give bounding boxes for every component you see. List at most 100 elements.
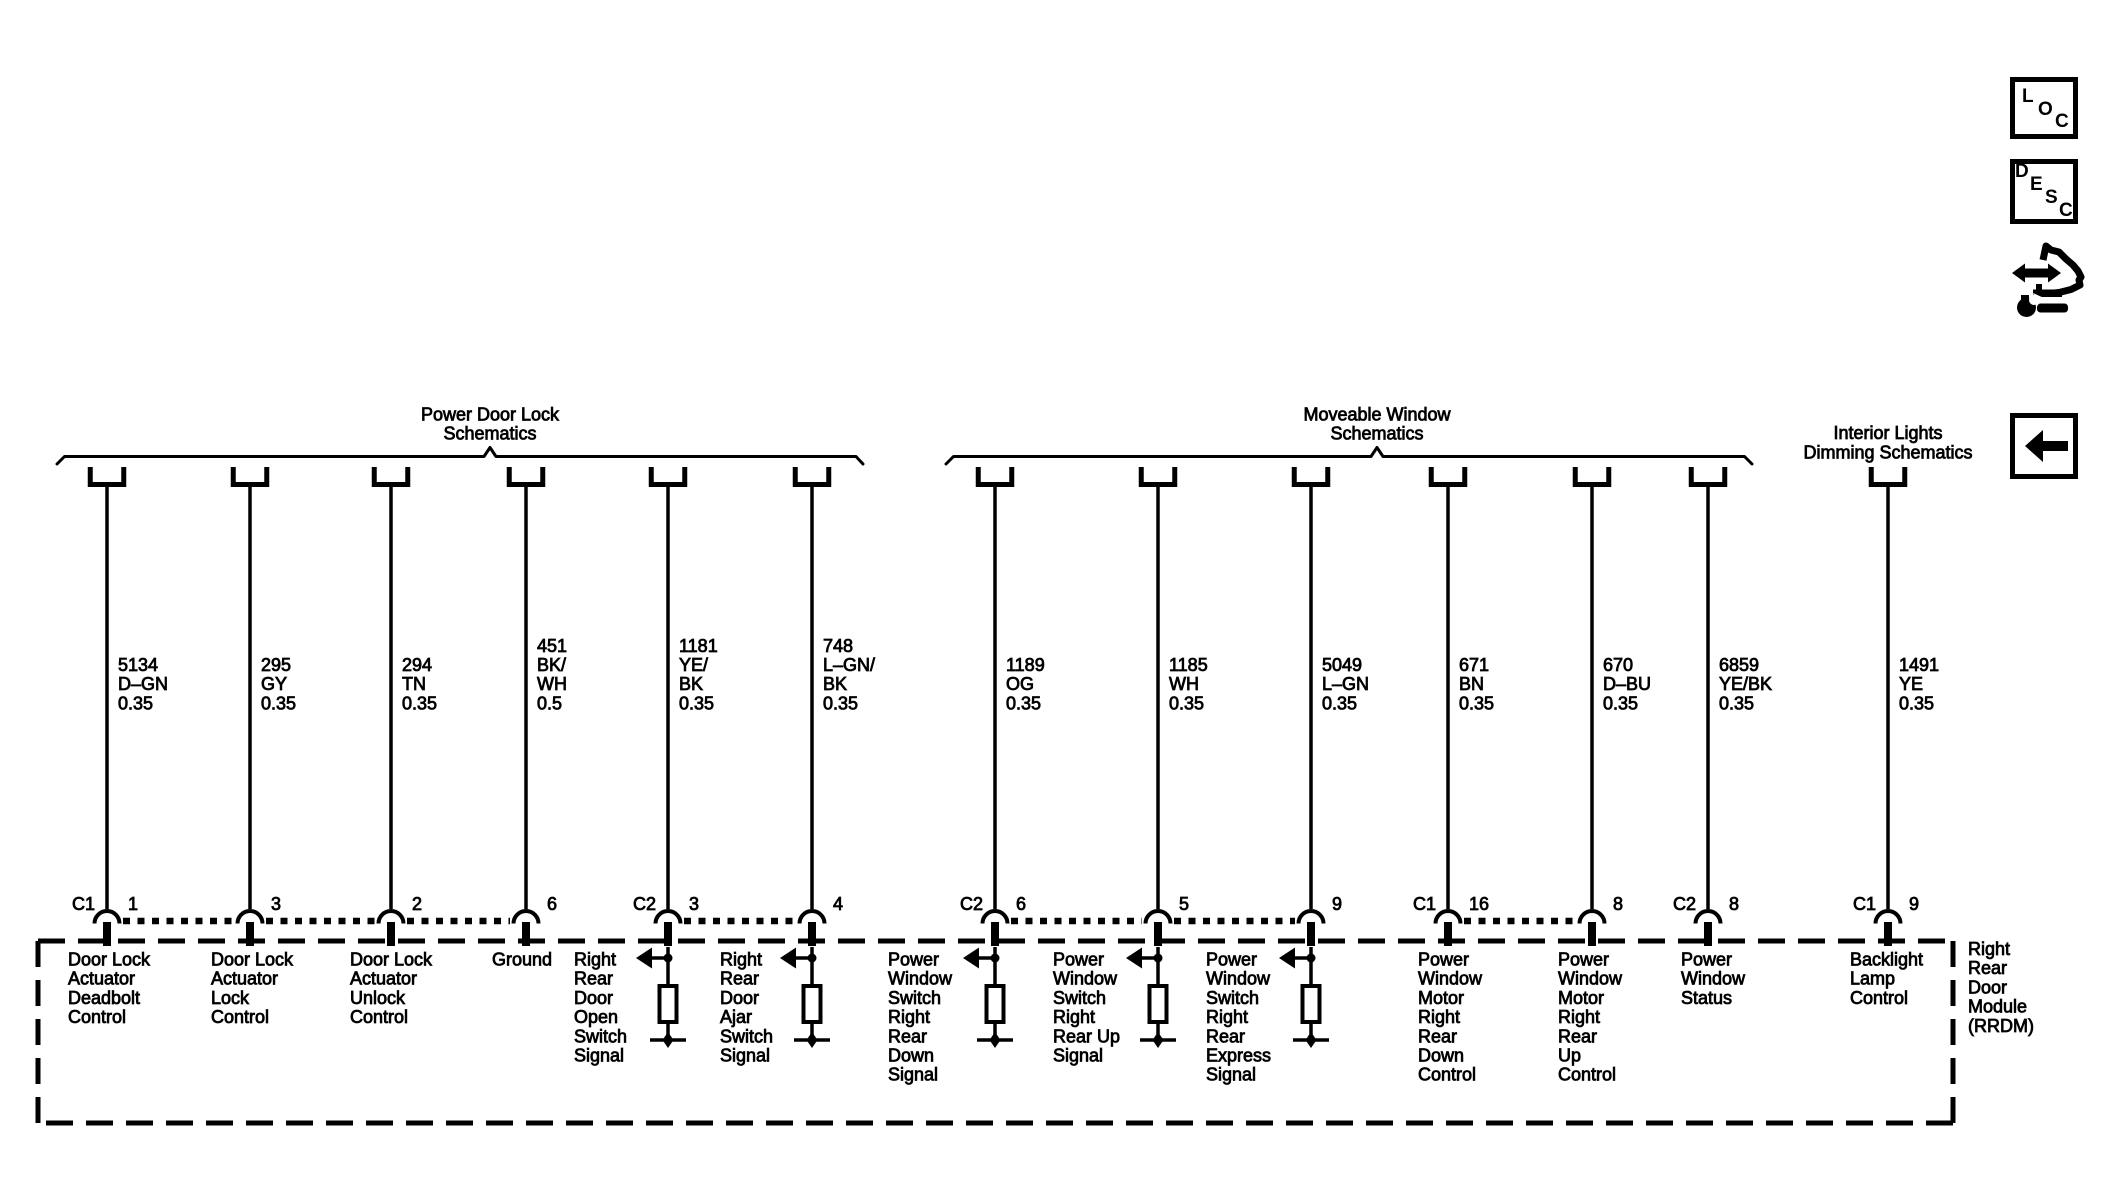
svg-text:294: 294 — [402, 655, 432, 675]
svg-text:Power: Power — [1418, 950, 1469, 970]
svg-text:0.35: 0.35 — [1603, 693, 1638, 713]
svg-text:E: E — [2030, 174, 2043, 195]
svg-text:Dimming Schematics: Dimming Schematics — [1803, 442, 1972, 462]
svg-text:Rear: Rear — [1968, 958, 2007, 978]
svg-text:1: 1 — [128, 894, 138, 914]
svg-text:C2: C2 — [633, 894, 656, 914]
svg-text:0.35: 0.35 — [1322, 693, 1357, 713]
svg-text:Rear: Rear — [1558, 1026, 1597, 1046]
svg-text:WH: WH — [537, 674, 567, 694]
svg-text:1181: 1181 — [679, 636, 718, 656]
svg-text:Rear: Rear — [1206, 1026, 1245, 1046]
svg-text:1185: 1185 — [1169, 655, 1208, 675]
svg-text:C2: C2 — [1673, 894, 1696, 914]
svg-text:Power: Power — [1206, 950, 1257, 970]
svg-text:Window: Window — [1053, 969, 1118, 989]
svg-text:C2: C2 — [960, 894, 983, 914]
svg-text:Control: Control — [68, 1007, 126, 1027]
svg-text:Right: Right — [720, 950, 762, 970]
svg-text:S: S — [2045, 187, 2058, 208]
svg-text:Door Lock: Door Lock — [211, 950, 294, 970]
svg-text:6: 6 — [1016, 894, 1026, 914]
svg-text:Control: Control — [1850, 988, 1908, 1008]
svg-text:Lock: Lock — [211, 988, 250, 1008]
svg-text:0.35: 0.35 — [823, 693, 858, 713]
svg-text:Right: Right — [1418, 1007, 1460, 1027]
svg-text:5: 5 — [1179, 894, 1189, 914]
svg-text:TN: TN — [402, 674, 426, 694]
svg-text:295: 295 — [261, 655, 291, 675]
svg-text:Backlight: Backlight — [1850, 950, 1923, 970]
svg-text:Moveable Window: Moveable Window — [1303, 405, 1451, 425]
svg-text:BK: BK — [823, 674, 847, 694]
svg-text:Right: Right — [1053, 1007, 1095, 1027]
svg-text:Rear: Rear — [1418, 1026, 1457, 1046]
svg-text:Door Lock: Door Lock — [350, 950, 433, 970]
svg-text:3: 3 — [689, 894, 699, 914]
svg-text:Control: Control — [1558, 1065, 1616, 1085]
svg-text:Control: Control — [350, 1007, 408, 1027]
svg-text:748: 748 — [823, 636, 853, 656]
svg-text:Rear: Rear — [720, 969, 759, 989]
svg-text:D–BU: D–BU — [1603, 674, 1651, 694]
svg-text:(RRDM): (RRDM) — [1968, 1016, 2034, 1036]
svg-text:1491: 1491 — [1899, 655, 1939, 675]
svg-text:YE/BK: YE/BK — [1719, 674, 1772, 694]
svg-text:Schematics: Schematics — [443, 424, 536, 444]
svg-text:Signal: Signal — [1053, 1046, 1103, 1066]
svg-text:0.35: 0.35 — [1459, 693, 1494, 713]
svg-text:Ajar: Ajar — [720, 1007, 752, 1027]
svg-text:Signal: Signal — [1206, 1065, 1256, 1085]
svg-text:OG: OG — [1006, 674, 1034, 694]
svg-text:Window: Window — [1558, 969, 1623, 989]
svg-text:YE/: YE/ — [679, 655, 708, 675]
svg-text:Door: Door — [574, 988, 613, 1008]
svg-text:C1: C1 — [1413, 894, 1436, 914]
svg-text:L–GN/: L–GN/ — [823, 655, 875, 675]
svg-text:BN: BN — [1459, 674, 1484, 694]
svg-text:Door: Door — [720, 988, 759, 1008]
svg-text:Power: Power — [1053, 950, 1104, 970]
svg-text:Switch: Switch — [1053, 988, 1106, 1008]
svg-text:L: L — [2022, 86, 2034, 107]
svg-text:3: 3 — [271, 894, 281, 914]
svg-text:C: C — [2059, 200, 2073, 221]
svg-text:Door Lock: Door Lock — [68, 950, 151, 970]
svg-text:O: O — [2038, 99, 2053, 120]
svg-text:Power: Power — [888, 950, 939, 970]
svg-text:Down: Down — [1418, 1046, 1464, 1066]
svg-text:C: C — [2055, 111, 2069, 132]
svg-text:D–GN: D–GN — [118, 674, 168, 694]
svg-text:16: 16 — [1469, 894, 1489, 914]
svg-text:0.35: 0.35 — [1899, 693, 1934, 713]
svg-text:0.5: 0.5 — [537, 693, 562, 713]
svg-text:BK/: BK/ — [537, 655, 566, 675]
svg-text:Rear: Rear — [888, 1026, 927, 1046]
svg-text:5134: 5134 — [118, 655, 158, 675]
svg-text:Status: Status — [1681, 988, 1732, 1008]
svg-text:Window: Window — [1418, 969, 1483, 989]
svg-text:0.35: 0.35 — [1006, 693, 1041, 713]
svg-text:451: 451 — [537, 636, 567, 656]
svg-text:Deadbolt: Deadbolt — [68, 988, 140, 1008]
svg-text:0.35: 0.35 — [118, 693, 153, 713]
svg-text:Power: Power — [1558, 950, 1609, 970]
svg-text:0.35: 0.35 — [679, 693, 714, 713]
svg-text:4: 4 — [833, 894, 843, 914]
svg-text:Signal: Signal — [888, 1065, 938, 1085]
svg-text:2: 2 — [412, 894, 422, 914]
svg-text:6859: 6859 — [1719, 655, 1759, 675]
svg-text:Interior Lights: Interior Lights — [1833, 423, 1942, 443]
svg-text:GY: GY — [261, 674, 287, 694]
svg-text:Lamp: Lamp — [1850, 969, 1895, 989]
svg-text:9: 9 — [1332, 894, 1342, 914]
svg-text:Actuator: Actuator — [211, 969, 278, 989]
svg-text:5049: 5049 — [1322, 655, 1362, 675]
svg-text:Signal: Signal — [720, 1046, 770, 1066]
svg-text:Schematics: Schematics — [1330, 424, 1423, 444]
svg-text:Window: Window — [888, 969, 953, 989]
svg-text:6: 6 — [547, 894, 557, 914]
svg-text:YE: YE — [1899, 674, 1923, 694]
svg-text:Down: Down — [888, 1046, 934, 1066]
svg-text:Right: Right — [1558, 1007, 1600, 1027]
